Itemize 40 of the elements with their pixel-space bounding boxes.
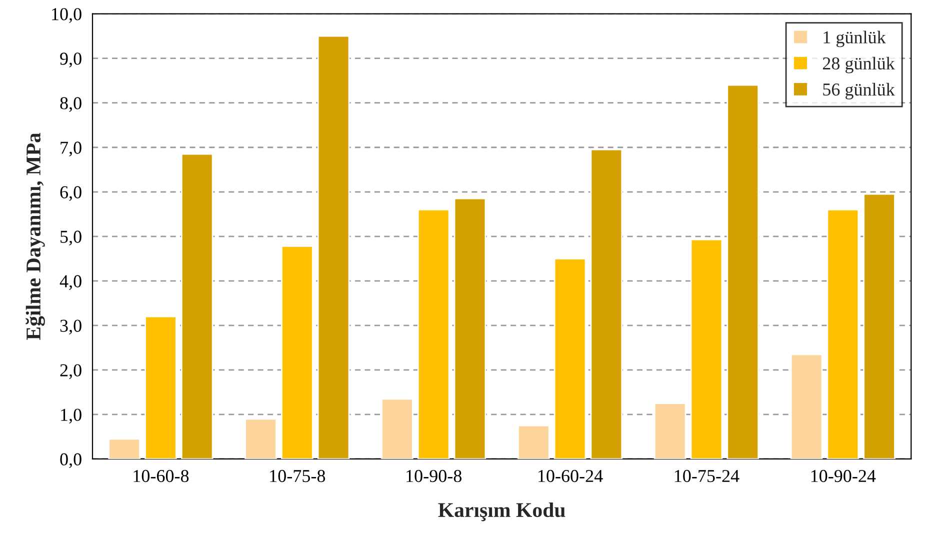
legend-label: 28 günlük: [822, 56, 895, 74]
legend-label: 56 günlük: [823, 82, 895, 100]
bar: [554, 258, 586, 459]
y-tick-label: 2,0: [60, 364, 82, 379]
x-tick-label: 10-60-24: [538, 470, 603, 482]
bar: [726, 84, 760, 459]
y-tick-label: 3,0: [60, 320, 82, 334]
bar: [863, 193, 896, 459]
bar: [144, 316, 177, 459]
bar: [108, 438, 140, 459]
y-axis-title: Eğilme Dayanımı, MPa: [26, 132, 45, 340]
x-tick-label: 10-75-8: [270, 470, 326, 482]
y-tick-label: 5,0: [60, 230, 82, 246]
bar: [180, 153, 214, 459]
y-tick-label: 9,0: [60, 52, 82, 68]
bar: [454, 198, 486, 459]
bar: [317, 35, 350, 459]
x-axis-title: Karışım Kodu: [438, 502, 566, 522]
x-tick-label: 10-75-24: [674, 470, 740, 482]
y-tick-label: 1,0: [61, 408, 82, 424]
y-tick-label: 10,0: [52, 8, 82, 23]
legend-label: 1 günlük: [824, 30, 886, 48]
x-tick-label: 10-90-24: [811, 470, 876, 482]
bar: [417, 209, 450, 459]
bar: [281, 246, 314, 459]
y-tick-label: 4,0: [60, 275, 82, 290]
bar: [590, 148, 623, 459]
bar: [690, 238, 723, 459]
bar: [517, 424, 550, 459]
y-tick-label: 6,0: [60, 186, 82, 201]
x-tick-label: 10-90-8: [406, 470, 462, 482]
bar: [826, 209, 860, 459]
bar: [381, 398, 414, 459]
y-tick-label: 0,0: [60, 453, 82, 468]
bar: [790, 354, 823, 459]
bar: [244, 418, 277, 459]
y-tick-label: 8,0: [60, 97, 82, 112]
bar: [654, 402, 686, 459]
y-tick-label: 7,0: [60, 142, 82, 156]
x-tick-label: 10-60-8: [134, 470, 189, 482]
